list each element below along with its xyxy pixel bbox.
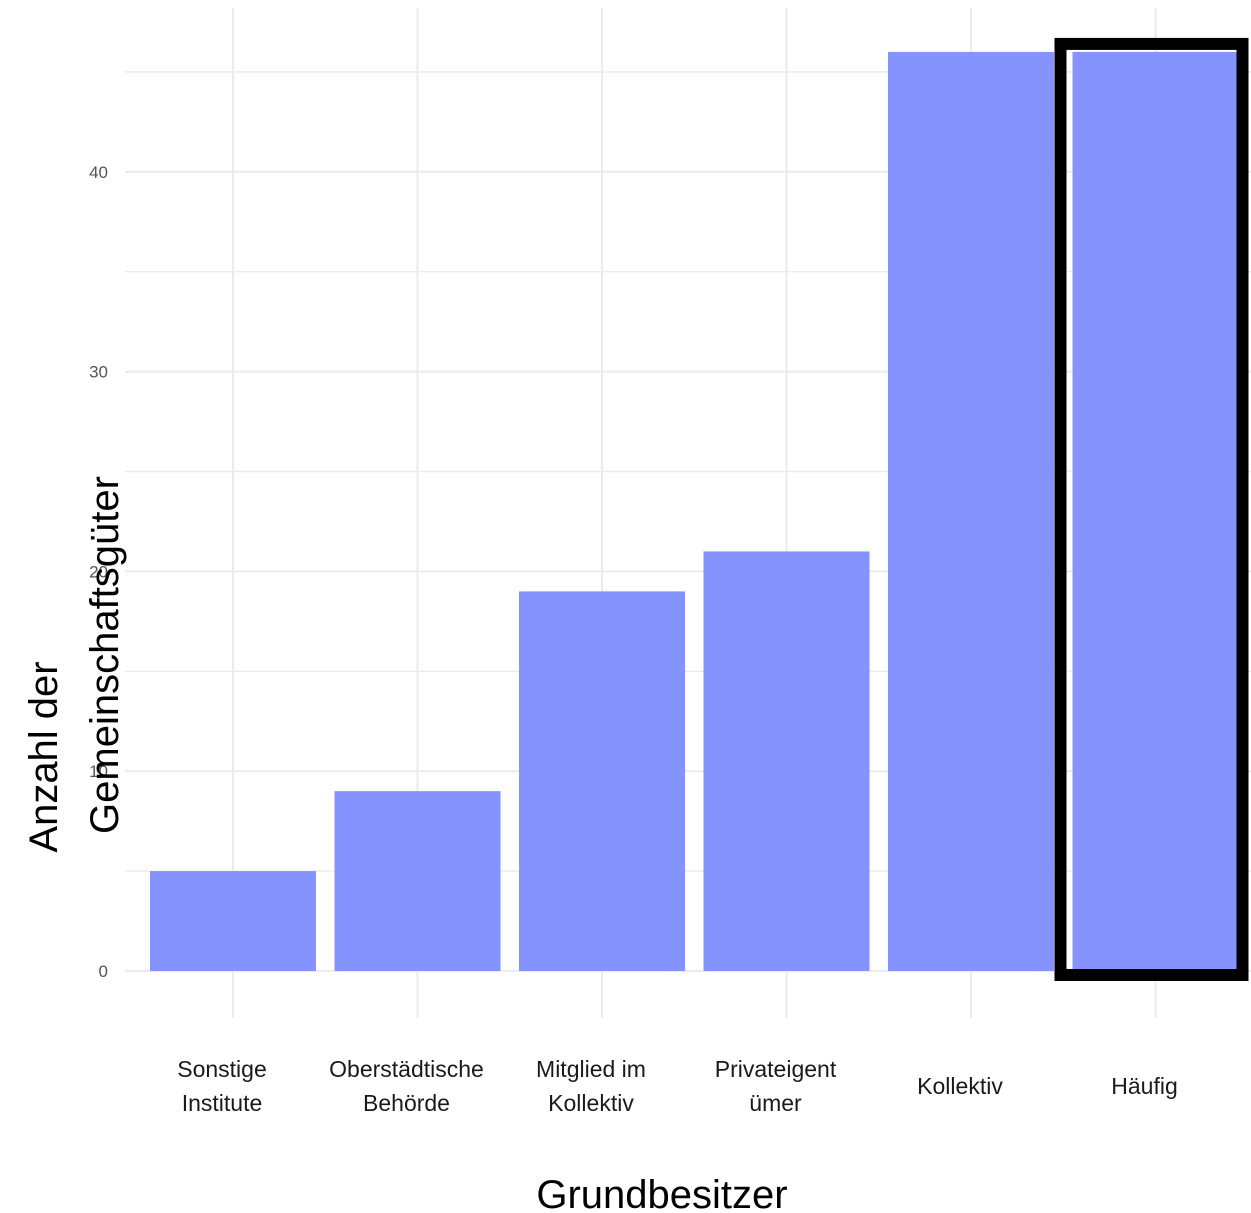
y-axis-title-line: Anzahl der xyxy=(22,661,66,852)
bars xyxy=(150,37,1249,982)
y-tick-label: 10 xyxy=(89,762,108,781)
x-tick-label: Kollektiv xyxy=(917,1073,1003,1099)
bar xyxy=(1072,51,1239,972)
y-tick-labels: 0 10 20 30 40 xyxy=(89,163,108,981)
y-tick-label: 40 xyxy=(89,163,108,182)
bar xyxy=(703,551,870,971)
x-axis-title: Grundbesitzer xyxy=(536,1173,787,1213)
y-tick-label: 20 xyxy=(89,562,108,581)
x-tick-label: Mitglied im Kollektiv xyxy=(536,1056,646,1116)
y-tick-label: 0 xyxy=(99,962,108,981)
bar xyxy=(888,51,1054,972)
x-tick-label: Privateigent ümer xyxy=(715,1056,837,1116)
x-tick-labels: Sonstige Institute Oberstädtische Behörde Mi… xyxy=(177,1056,1178,1116)
bar xyxy=(519,591,685,971)
bar xyxy=(334,791,501,971)
y-tick-label: 30 xyxy=(89,363,108,382)
x-tick-label: Sonstige Institute xyxy=(177,1056,267,1116)
y-axis-title: Anzahl der Gemeinschaftsgüter xyxy=(22,476,127,853)
y-axis-title-line: Gemeinschaftsgüter xyxy=(83,476,127,834)
x-tick-label: Oberstädtische Behörde xyxy=(329,1056,484,1116)
bar xyxy=(150,871,316,971)
x-tick-label: Häufig xyxy=(1111,1073,1177,1099)
highlight-box xyxy=(1054,37,1249,982)
